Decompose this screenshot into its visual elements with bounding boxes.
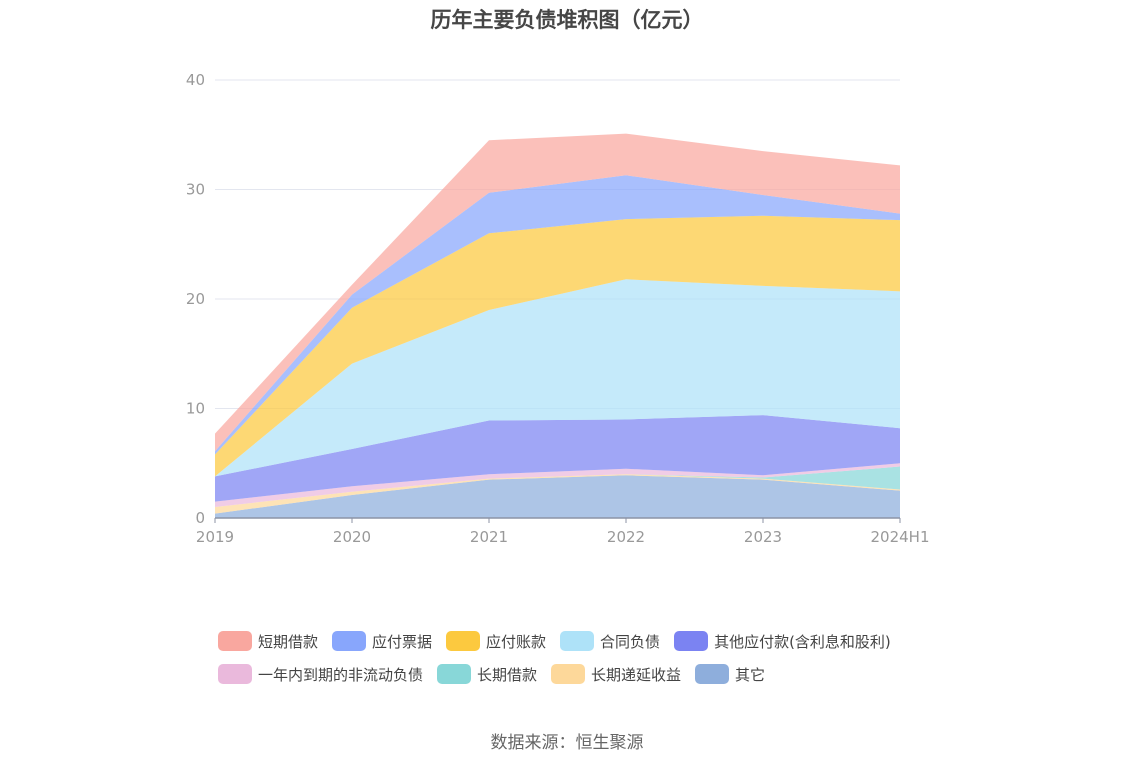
legend-item[interactable]: 短期借款 <box>218 630 318 652</box>
y-tick-label: 40 <box>186 71 205 89</box>
legend-swatch <box>218 631 252 651</box>
x-tick-label: 2024H1 <box>871 528 930 546</box>
y-tick-label: 30 <box>186 181 205 199</box>
legend-label: 长期借款 <box>477 665 538 684</box>
legend-swatch <box>332 631 367 651</box>
stacked-area-chart: 0 10 20 30 40 2019 2020 2021 2022 2023 2024H1 <box>186 71 930 546</box>
area-series-8 <box>215 133 900 452</box>
legend-label: 一年内到期的非流动负债 <box>258 665 424 684</box>
area-series-0 <box>215 475 900 518</box>
legend-item[interactable]: 一年内到期的非流动负债 <box>218 663 423 685</box>
legend-swatch <box>446 631 481 651</box>
x-tick-label: 2022 <box>607 528 645 546</box>
legend-swatch <box>695 664 730 684</box>
legend-label: 应付账款 <box>486 632 547 651</box>
legend-item[interactable]: 应付账款 <box>446 630 546 652</box>
chart-title: 历年主要负债堆积图（亿元） <box>430 8 704 32</box>
x-tick-label: 2019 <box>196 528 234 546</box>
x-tick-label: 2021 <box>470 528 508 546</box>
area-series-6 <box>215 215 900 477</box>
y-tick-label: 0 <box>195 509 205 527</box>
area-series-2 <box>215 466 900 508</box>
legend-item[interactable]: 长期递延收益 <box>551 663 681 685</box>
legend-swatch <box>218 664 252 684</box>
legend-label: 长期递延收益 <box>591 665 682 684</box>
legend-label: 合同负债 <box>600 632 661 651</box>
area-series-5 <box>215 279 900 477</box>
legend-label: 应付票据 <box>372 632 433 651</box>
legend-label: 短期借款 <box>258 632 319 651</box>
legend-swatch <box>674 631 709 651</box>
legend-label: 其它 <box>735 665 766 684</box>
area-series-3 <box>215 463 900 508</box>
legend-item[interactable]: 其它 <box>695 663 765 685</box>
area-series-4 <box>215 415 900 502</box>
y-tick-label: 10 <box>186 400 205 418</box>
y-tick-label: 20 <box>186 290 205 308</box>
area-series-1 <box>215 474 900 514</box>
legend-item[interactable]: 应付票据 <box>332 630 432 652</box>
x-tick-label: 2020 <box>333 528 371 546</box>
legend-swatch <box>551 664 586 684</box>
x-tick-label: 2023 <box>744 528 782 546</box>
legend-item[interactable]: 合同负债 <box>560 630 660 652</box>
legend-label: 其他应付款(含利息和股利) <box>714 632 891 651</box>
data-source: 数据来源：恒生聚源 <box>490 733 644 753</box>
legend-item[interactable]: 长期借款 <box>437 663 537 685</box>
legend-swatch <box>437 664 472 684</box>
legend-swatch <box>560 631 595 651</box>
legend-item[interactable]: 其他应付款(含利息和股利) <box>674 630 891 652</box>
chart-legend: 短期借款 应付票据 应付账款 合同负债 其他应付款(含利息和股利) 一年内到期的非流动负债… <box>218 630 978 685</box>
